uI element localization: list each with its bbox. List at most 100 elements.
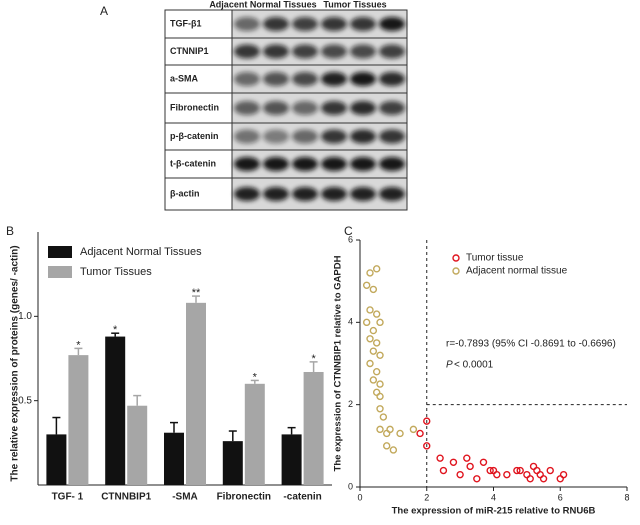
- x-tick-label: Fibronectin: [217, 492, 271, 503]
- blot-band: [350, 72, 376, 86]
- scatter-point: [376, 380, 384, 388]
- scatter-point: [439, 466, 448, 475]
- blot-band: [350, 44, 376, 59]
- bar: [46, 434, 67, 485]
- x-axis-label: The expression of miR-215 relative to RN…: [392, 506, 596, 517]
- blot-row-label: β-actin: [170, 188, 200, 198]
- scatter-point: [479, 458, 488, 466]
- y-tick-label: 0.5: [18, 395, 32, 406]
- scatter-point: [409, 425, 418, 434]
- scatter-point: [376, 351, 384, 359]
- group-label: Tumor Tissues: [323, 0, 386, 9]
- significance-label: *: [76, 339, 81, 351]
- blot-band: [234, 101, 260, 115]
- blot-band: [263, 17, 289, 31]
- panel-label: C: [344, 224, 353, 238]
- blot-row-label: Fibronectin: [170, 102, 219, 112]
- x-tick-label: -SMA: [172, 492, 198, 503]
- bar: [105, 336, 126, 485]
- blot-band: [321, 157, 347, 171]
- x-tick-label: CTNNBIP1: [101, 492, 151, 503]
- scatter-point: [376, 392, 384, 401]
- scatter-point: [376, 405, 384, 413]
- scatter-point: [369, 376, 378, 384]
- scatter-point: [372, 339, 381, 347]
- blot-band: [292, 187, 318, 201]
- y-axis-label: The expression of CTNNBIP1 relative to G…: [333, 255, 344, 471]
- scatter-point: [456, 470, 464, 479]
- bar: [186, 302, 206, 485]
- bar: [68, 355, 89, 485]
- scatter-point: [369, 326, 378, 335]
- panel-label: A: [100, 4, 108, 18]
- blot-band: [263, 72, 289, 86]
- y-tick-label: 0: [348, 481, 353, 491]
- y-tick-label: 6: [348, 234, 353, 244]
- blot-band: [321, 44, 347, 59]
- significance-label: **: [192, 287, 201, 299]
- blot-band: [263, 44, 289, 59]
- legend-label: Tumor tissue: [466, 253, 524, 264]
- blot-band: [292, 17, 318, 31]
- y-tick-label: 2: [348, 399, 353, 409]
- blot-band: [234, 44, 260, 59]
- blot-band: [234, 17, 260, 31]
- annotation: r=-0.7893 (95% CI -0.8691 to -0.6696): [446, 339, 616, 350]
- bar: [281, 434, 302, 485]
- blot-band: [321, 72, 347, 86]
- blot-band: [379, 101, 405, 115]
- blot-band: [292, 101, 318, 115]
- legend-label: Adjacent normal tissue: [466, 266, 568, 277]
- blot-label-cell: [164, 177, 233, 211]
- blot-row-label: p-β-catenin: [170, 131, 219, 141]
- y-axis-label: The relative expression of proteins (gen…: [10, 245, 21, 481]
- scatter-point: [366, 269, 374, 277]
- bar: [222, 441, 243, 485]
- blot-band: [379, 17, 405, 31]
- blot-row-label: t-β-catenin: [170, 158, 216, 168]
- bar: [303, 371, 324, 485]
- scatter-point: [546, 466, 554, 475]
- scatter-point: [516, 466, 524, 475]
- x-tick-label: 4: [491, 492, 496, 502]
- blot-band: [321, 129, 347, 144]
- blot-band: [234, 187, 260, 201]
- blot-strip: [231, 177, 408, 211]
- blot-strip: [231, 92, 408, 124]
- blot-band: [234, 157, 260, 171]
- scatter-point: [423, 417, 431, 425]
- scatter-point: [372, 310, 381, 318]
- blot-band: [350, 17, 376, 31]
- group-label: Adjacent Normal Tissues: [209, 0, 316, 9]
- significance-label: *: [113, 324, 118, 336]
- scatter-point: [376, 318, 384, 327]
- legend-label: Adjacent Normal Tissues: [80, 246, 202, 258]
- scatter-point: [559, 470, 568, 479]
- x-tick-label: 6: [558, 492, 563, 502]
- scatter-point: [376, 425, 384, 434]
- scatter-point: [366, 359, 374, 368]
- bar: [164, 432, 184, 485]
- scatter-point: [466, 462, 474, 471]
- scatter-point: [379, 413, 388, 421]
- blot-band: [350, 101, 376, 115]
- blot-band: [263, 101, 289, 115]
- bar: [244, 383, 265, 485]
- scatter-point: [513, 466, 521, 475]
- p-value: < 0.0001: [454, 360, 494, 371]
- scatter-point: [526, 475, 534, 483]
- scatter-point: [396, 429, 404, 438]
- blot-band: [234, 72, 260, 86]
- blot-band: [234, 129, 260, 144]
- scatter-point: [386, 425, 394, 434]
- scatter-point: [369, 347, 378, 355]
- blot-band: [263, 187, 289, 201]
- legend-swatch: [48, 246, 72, 258]
- significance-label: *: [311, 353, 316, 365]
- scatter-point: [372, 368, 381, 376]
- legend-swatch: [48, 266, 72, 278]
- significance-label: *: [253, 371, 258, 383]
- blot-band: [292, 72, 318, 86]
- scatter-point: [369, 285, 378, 294]
- scatter-point: [383, 442, 391, 450]
